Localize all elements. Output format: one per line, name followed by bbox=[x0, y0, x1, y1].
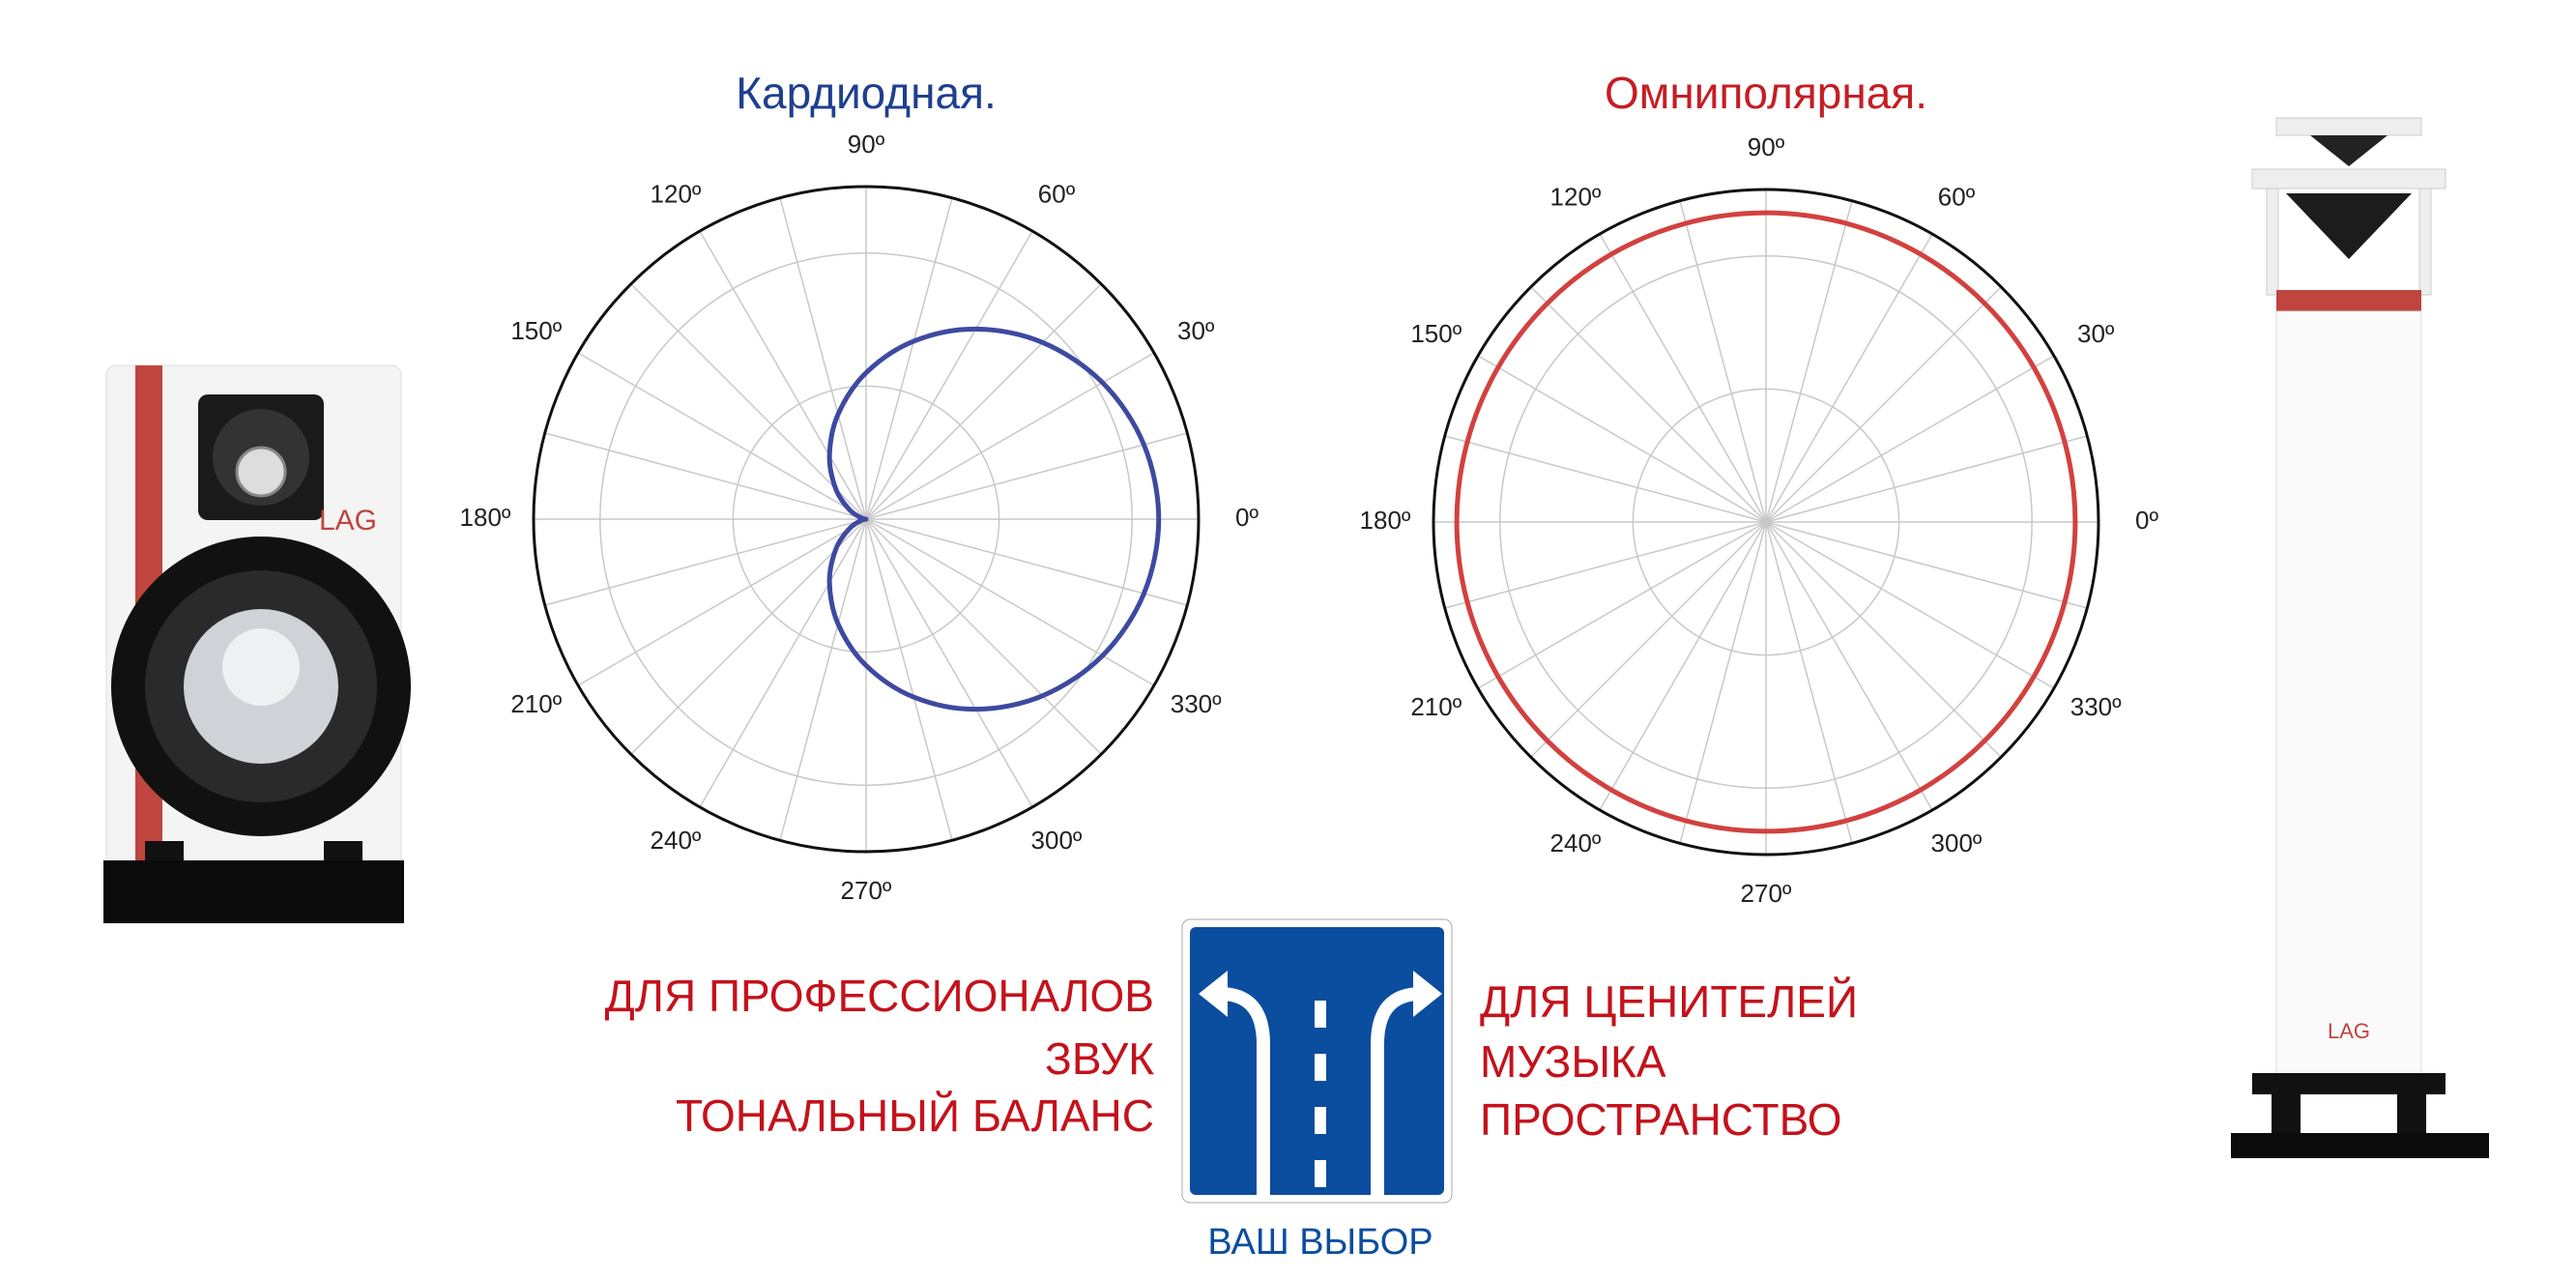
angular-grid-line bbox=[544, 518, 867, 606]
left-text: ЗВУК bbox=[1045, 1033, 1154, 1084]
theta-tick-label: 210º bbox=[1410, 692, 1462, 721]
theta-tick-label: 150º bbox=[1410, 319, 1462, 348]
theta-tick-label: 240º bbox=[651, 826, 702, 855]
angular-grid-line bbox=[1599, 233, 1767, 523]
angular-grid-line bbox=[1765, 200, 1853, 523]
angular-grid-line bbox=[1765, 435, 2088, 523]
angular-grid-line bbox=[779, 518, 867, 841]
angular-grid-line bbox=[630, 283, 867, 520]
angular-grid-line bbox=[865, 283, 1102, 520]
theta-tick-label: 180º bbox=[1360, 506, 1411, 535]
right-text: МУЗЫКА bbox=[1480, 1036, 1666, 1087]
bookshelf-speaker: LAG bbox=[103, 364, 411, 923]
radial-grid-line bbox=[732, 385, 1000, 654]
tower-speaker: LAG bbox=[2231, 117, 2489, 1158]
angular-grid-line bbox=[1765, 521, 2002, 758]
theta-tick-label: 270º bbox=[1741, 879, 1792, 908]
theta-tick-label: 30º bbox=[1177, 316, 1215, 345]
radial-grid-line bbox=[599, 252, 1133, 786]
right-text: ДЛЯ ЦЕНИТЕЛЕЙ bbox=[1480, 976, 1858, 1027]
radial-grid-line bbox=[1499, 255, 2033, 789]
angular-grid-line bbox=[865, 518, 1188, 606]
theta-tick-label: 120º bbox=[651, 180, 702, 209]
angular-grid-line bbox=[699, 518, 867, 808]
theta-tick-label: 60º bbox=[1938, 183, 1976, 212]
theta-tick-label: 90º bbox=[1748, 132, 1785, 161]
brand-logo: LAG bbox=[319, 505, 377, 537]
chart-title: Кардиодная. bbox=[736, 68, 997, 118]
left-text: ТОНАЛЬНЫЙ БАЛАНС bbox=[676, 1090, 1154, 1141]
angular-grid-line bbox=[544, 432, 867, 520]
theta-tick-label: 0º bbox=[1235, 503, 1259, 532]
angular-grid-line bbox=[1444, 521, 1767, 609]
chart-title: Омниполярная. bbox=[1605, 68, 1927, 118]
right-text: ПРОСТРАНСТВО bbox=[1480, 1094, 1842, 1145]
angular-grid-line bbox=[1765, 286, 2002, 523]
angular-grid-line bbox=[1477, 355, 1767, 523]
theta-tick-label: 90º bbox=[848, 130, 885, 159]
angular-grid-line bbox=[1477, 521, 1767, 689]
theta-tick-label: 30º bbox=[2077, 319, 2115, 348]
angular-grid-line bbox=[865, 518, 1033, 808]
theta-tick-label: 0º bbox=[2135, 506, 2158, 535]
theta-tick-label: 150º bbox=[510, 316, 562, 345]
angular-grid-line bbox=[865, 518, 1102, 755]
theta-tick-label: 180º bbox=[460, 503, 511, 532]
radial-grid-line bbox=[1632, 388, 1900, 656]
angular-grid-line bbox=[865, 230, 1033, 520]
theta-tick-label: 270º bbox=[841, 876, 892, 905]
outer-ring bbox=[1432, 188, 2100, 857]
pattern-curve bbox=[1454, 210, 2078, 834]
angular-grid-line bbox=[1679, 200, 1767, 523]
angular-grid-line bbox=[1765, 355, 2055, 523]
sign-caption: ВАШ ВЫБОР bbox=[1207, 1222, 1433, 1263]
pattern-curve bbox=[826, 326, 1162, 712]
theta-tick-label: 120º bbox=[1550, 183, 1602, 212]
angular-grid-line bbox=[1599, 521, 1767, 811]
brand-logo: LAG bbox=[2328, 1019, 2370, 1043]
angular-grid-line bbox=[865, 352, 1155, 520]
angular-grid-line bbox=[630, 518, 867, 755]
angular-grid-line bbox=[865, 518, 953, 841]
angular-grid-line bbox=[699, 230, 867, 520]
angular-grid-line bbox=[1765, 521, 1933, 811]
angular-grid-line bbox=[779, 197, 867, 520]
theta-tick-label: 300º bbox=[1031, 826, 1083, 855]
road-sign bbox=[1181, 918, 1453, 1204]
angular-grid-line bbox=[577, 352, 867, 520]
theta-tick-label: 240º bbox=[1550, 828, 1602, 858]
angular-grid-line bbox=[1765, 233, 1933, 523]
theta-tick-label: 300º bbox=[1931, 828, 1983, 858]
left-text: ДЛЯ ПРОФЕССИОНАЛОВ bbox=[605, 971, 1154, 1021]
outer-ring bbox=[532, 185, 1201, 854]
angular-grid-line bbox=[1765, 521, 2088, 609]
angular-grid-line bbox=[1530, 286, 1767, 523]
angular-grid-line bbox=[1679, 521, 1767, 844]
angular-grid-line bbox=[865, 432, 1188, 520]
angular-grid-line bbox=[1765, 521, 2055, 689]
angular-grid-line bbox=[865, 518, 1155, 686]
angular-grid-line bbox=[1444, 435, 1767, 523]
angular-grid-line bbox=[577, 518, 867, 686]
angular-grid-line bbox=[1765, 521, 1853, 844]
angular-grid-line bbox=[1530, 521, 1767, 758]
theta-tick-label: 60º bbox=[1038, 180, 1076, 209]
theta-tick-label: 330º bbox=[1171, 689, 1222, 718]
theta-tick-label: 330º bbox=[2070, 692, 2122, 721]
angular-grid-line bbox=[865, 197, 953, 520]
theta-tick-label: 210º bbox=[510, 689, 562, 718]
